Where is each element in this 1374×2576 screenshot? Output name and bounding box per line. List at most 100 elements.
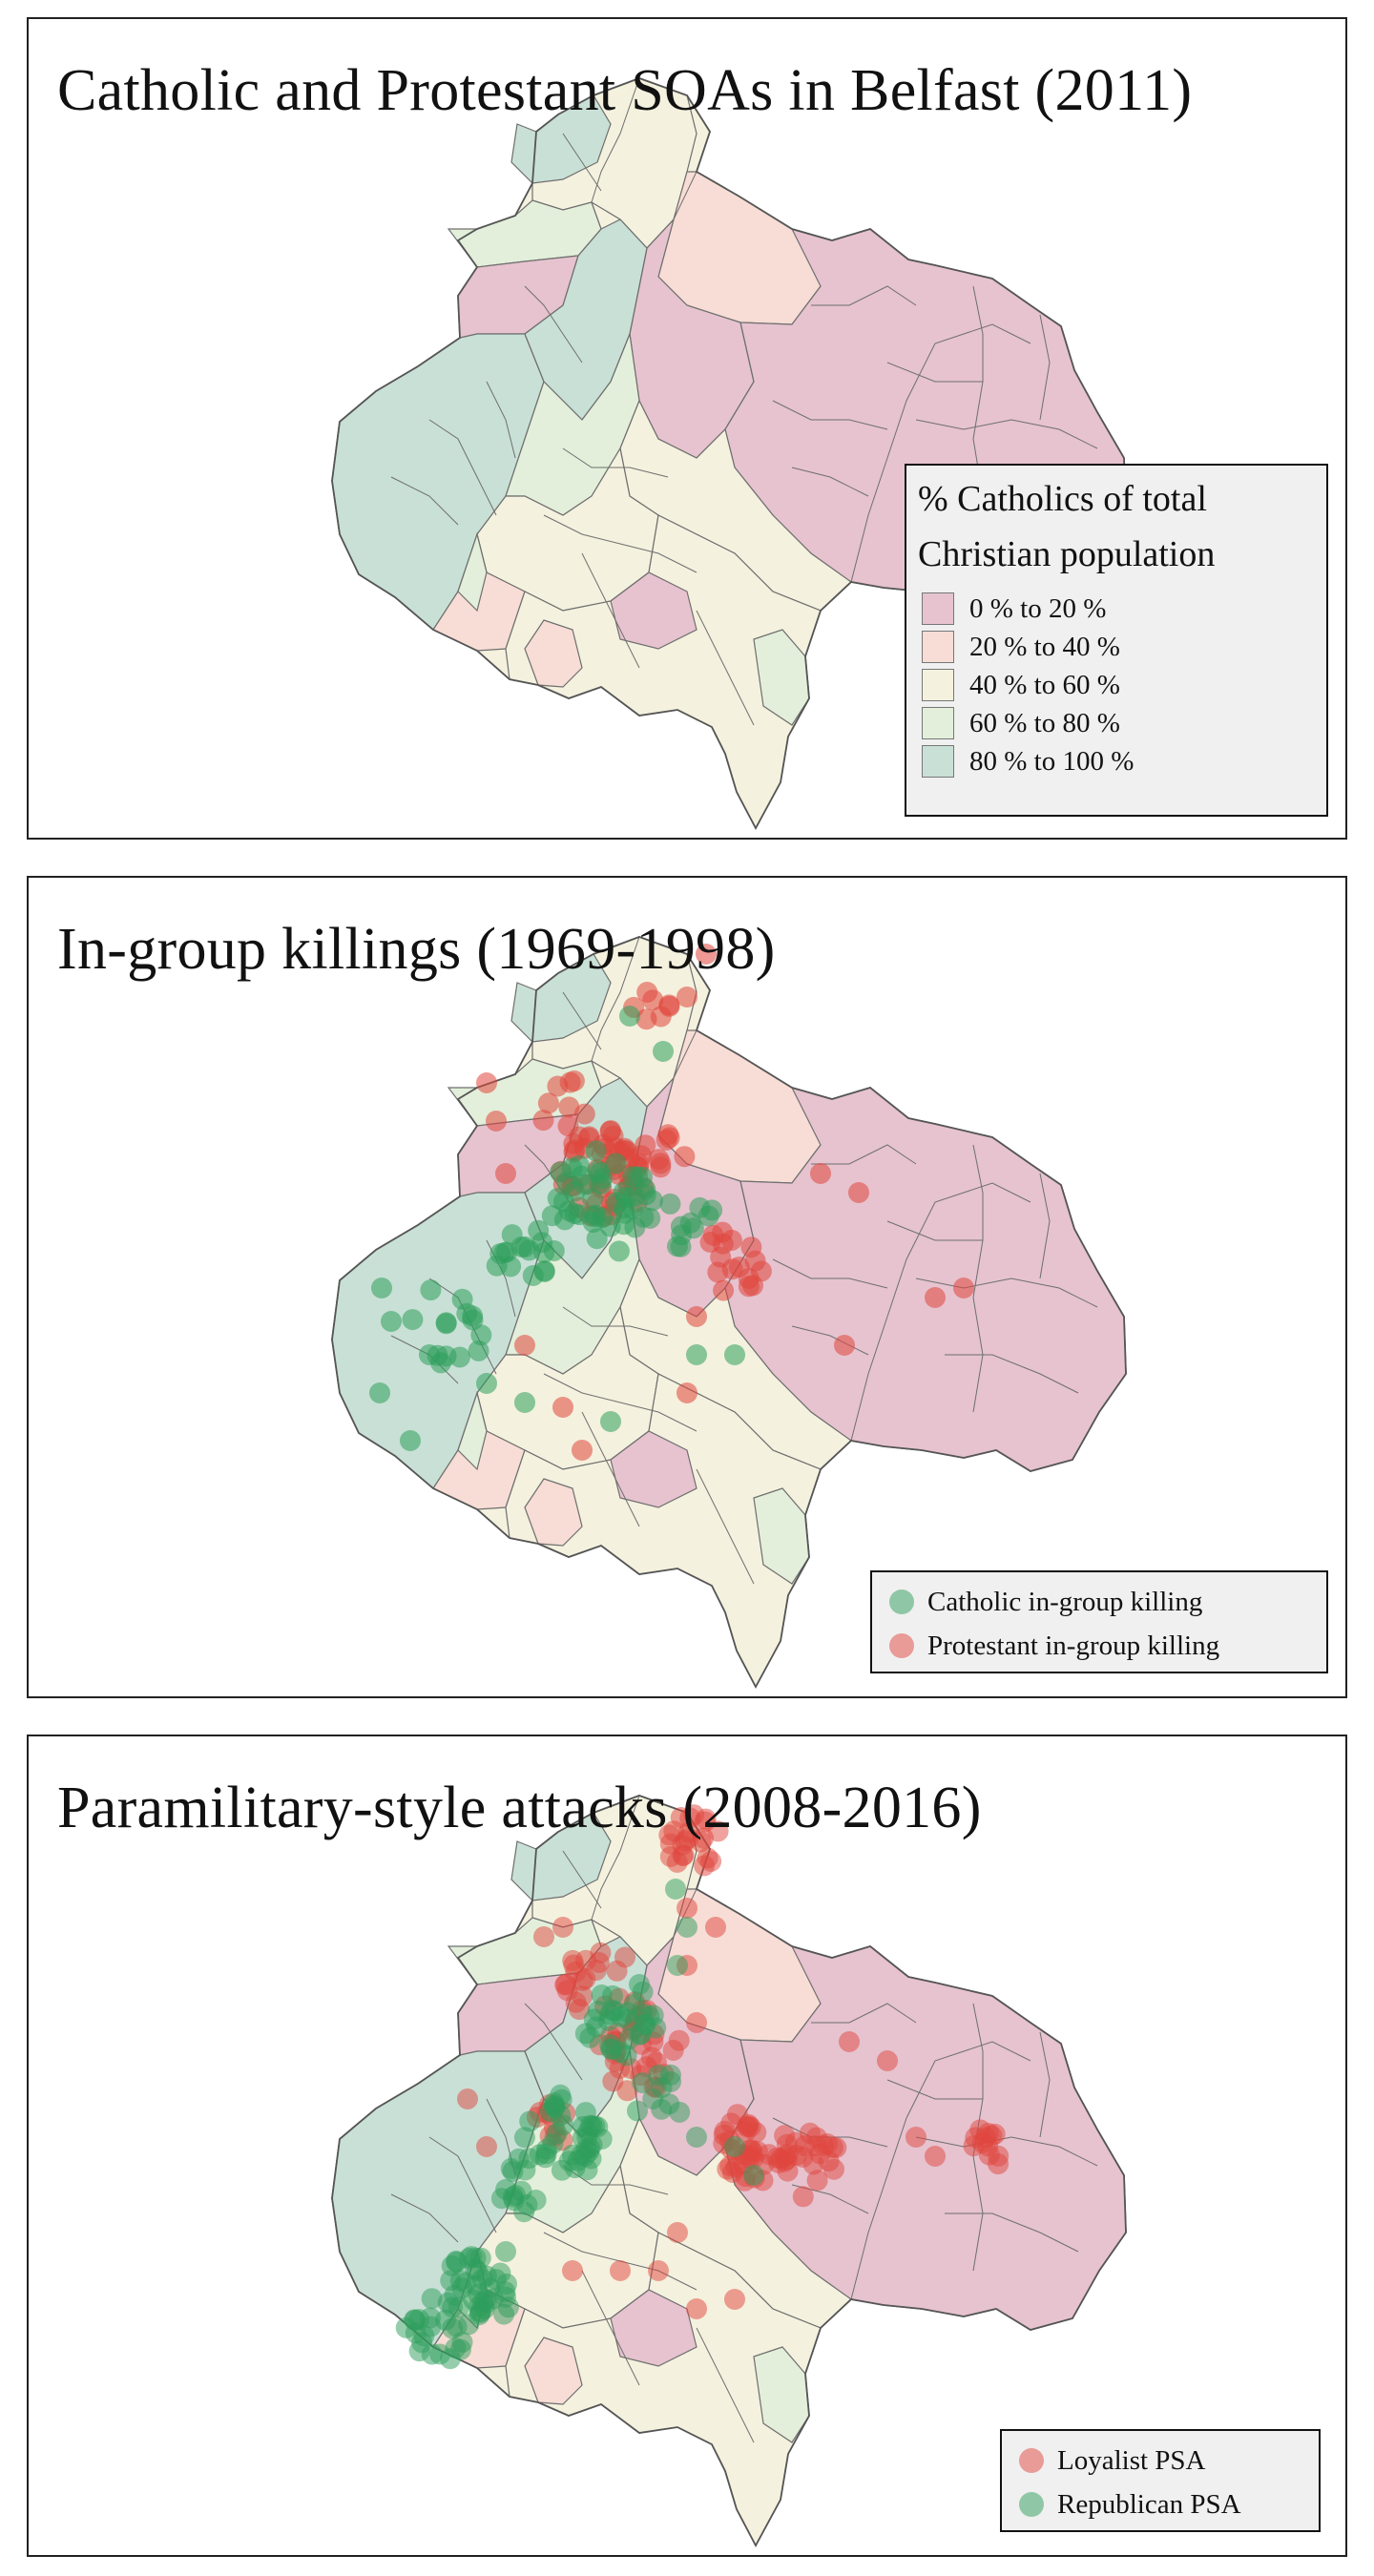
soa-boundary: [696, 2327, 755, 2443]
protestant-killing-dot: [572, 1440, 593, 1461]
soa-boundary: [562, 133, 602, 192]
soa-boundary: [428, 2136, 497, 2233]
protestant-killing-dot: [635, 1134, 656, 1156]
loyalist-psa-dot: [562, 2260, 583, 2281]
psa-points: [395, 1804, 1010, 2370]
protestant-killing-dot: [532, 1110, 554, 1132]
soa-boundary: [524, 2003, 583, 2081]
protestant-killing-dot: [696, 944, 717, 965]
soa-map-panel: Catholic and Protestant SOAs in Belfast …: [27, 17, 1347, 840]
republican-psa-dot: [449, 2338, 471, 2360]
legend-class-60-80: 60 % to 80 %: [906, 704, 1326, 742]
soa-boundary: [591, 1795, 640, 1921]
protestant-killing-dot: [686, 1306, 707, 1327]
republican-psa-dot: [575, 2139, 597, 2161]
killings-legend: Catholic in-group killing Protestant in-…: [870, 1570, 1328, 1673]
protestant-killing-dot: [650, 1156, 672, 1178]
legend-swatch: [922, 745, 954, 778]
republican-psa-dot: [469, 2300, 491, 2322]
legend-item-loyalist: Loyalist PSA: [1002, 2439, 1319, 2483]
loyalist-psa-dot: [799, 2122, 821, 2144]
republican-psa-dot: [475, 2265, 497, 2287]
republican-psa-dot: [429, 2343, 451, 2365]
legend-item-republican: Republican PSA: [1002, 2483, 1319, 2526]
republican-psa-dot: [395, 2316, 417, 2338]
soa-boundary: [772, 400, 888, 430]
protestant-killing-dot: [495, 1163, 516, 1184]
catholic-killing-dot: [659, 1193, 681, 1215]
loyalist-psa-dot: [925, 2146, 946, 2167]
protestant-killing-dot: [476, 1072, 497, 1093]
loyalist-psa-dot: [738, 2113, 760, 2135]
loyalist-psa-dot: [588, 1952, 610, 1973]
catholic-killing-dot: [622, 1166, 644, 1188]
republican-psa-dot: [421, 2288, 443, 2310]
loyalist-psa-dot: [659, 1833, 681, 1855]
green-dot-icon: [889, 1589, 914, 1614]
soa-region: [457, 1390, 488, 1471]
loyalist-psa-dot: [717, 2158, 739, 2180]
soa-boundary: [581, 171, 697, 421]
catholic-killing-dot: [381, 1311, 402, 1332]
soa-boundary: [915, 419, 1098, 449]
soa-boundary: [390, 2193, 459, 2243]
loyalist-psa-dot: [569, 1999, 591, 2021]
soa-region: [610, 2289, 697, 2367]
loyalist-psa-dot: [822, 2136, 843, 2158]
catholic-killing-dot: [653, 1041, 674, 1062]
soa-boundary: [524, 201, 602, 383]
catholic-killing-dot: [462, 1309, 484, 1331]
soa-boundary: [811, 1144, 917, 1165]
loyalist-psa-dot: [679, 1807, 701, 1829]
soa-boundary: [1039, 1173, 1051, 1279]
protestant-killing-dot: [600, 1120, 622, 1142]
catholic-killing-dot: [608, 1240, 630, 1262]
republican-psa-dot: [513, 2127, 535, 2149]
soa-boundary: [811, 285, 917, 306]
legend-class-0-20: 0 % to 20 %: [906, 590, 1326, 628]
soa-boundary: [811, 2003, 917, 2024]
loyalist-psa-dot: [562, 1949, 584, 1971]
protestant-killing-dot: [738, 1276, 760, 1298]
republican-psa-dot: [610, 2042, 632, 2063]
legend-swatch: [922, 707, 954, 739]
soa-boundary: [945, 1354, 1079, 1394]
legend-label: 40 % to 60 %: [969, 669, 1120, 700]
legend-title-line2: Christian population: [918, 534, 1216, 574]
city-border: [331, 77, 1127, 830]
catholic-killing-dot: [614, 1197, 635, 1219]
soa-boundary: [524, 285, 583, 364]
catholic-killing-dot: [476, 1373, 497, 1394]
protestant-killing-dot: [514, 1335, 535, 1356]
legend-label: Republican PSA: [1057, 2488, 1241, 2520]
soa-boundary: [581, 552, 640, 669]
catholic-killing-dot: [586, 1228, 608, 1250]
catholic-killing-dot: [585, 1140, 607, 1162]
legend-label: 60 % to 80 %: [969, 707, 1120, 738]
legend-item-catholic: Catholic in-group killing: [872, 1580, 1326, 1624]
republican-psa-dot: [667, 1955, 688, 1976]
ingroup-killings-panel: In-group killings (1969-1998) Catholic i…: [27, 876, 1347, 1698]
soa-region: [610, 571, 697, 650]
soa-boundary: [390, 476, 459, 526]
soa-boundary: [696, 322, 755, 459]
republican-psa-dot: [586, 2016, 608, 2038]
loyalist-psa-dot: [806, 2170, 828, 2192]
loyalist-psa-dot: [839, 2031, 860, 2052]
soa-boundary: [581, 1411, 640, 1527]
protestant-killing-dot: [636, 982, 658, 1003]
catholic-killing-dot: [568, 1154, 590, 1176]
panel-title: Paramilitary-style attacks (2008-2016): [57, 1776, 982, 1840]
catholic-killing-dot: [420, 1279, 442, 1301]
legend-label: 80 % to 100 %: [969, 745, 1135, 777]
catholic-killing-dot: [592, 1168, 613, 1190]
belfast-psa-map: [331, 1795, 1127, 2547]
catholic-killing-dot: [633, 1206, 655, 1228]
catholic-killing-dot: [369, 1382, 390, 1403]
protestant-killing-dot: [537, 1092, 559, 1114]
soa-boundary: [850, 2041, 1031, 2300]
catholic-killing-dot: [605, 1153, 627, 1174]
soa-boundary: [1039, 2031, 1051, 2138]
soa-boundary: [486, 381, 516, 459]
loyalist-psa-dot: [614, 1946, 635, 1968]
